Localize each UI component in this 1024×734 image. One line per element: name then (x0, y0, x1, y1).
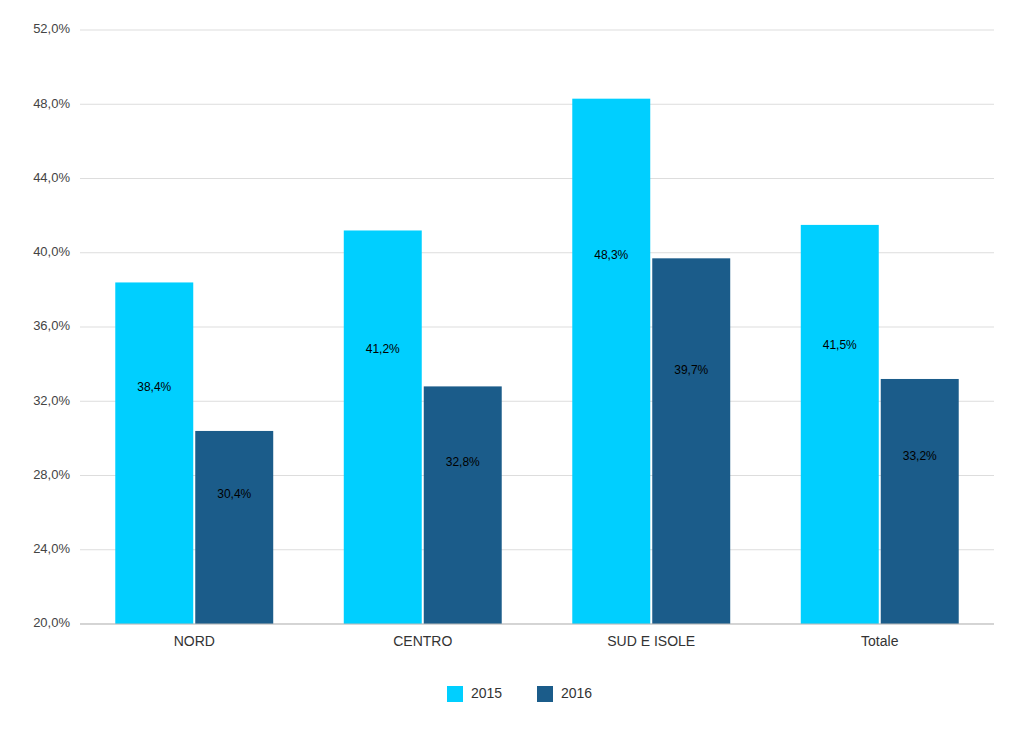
legend-label: 2016 (561, 685, 592, 701)
x-tick-label: SUD E ISOLE (607, 633, 695, 649)
y-tick-label: 52,0% (33, 21, 70, 36)
bar (424, 386, 502, 624)
data-labels: 38,4% 41,2% 48,3% 41,5% 30,4% 32,8% 39,7% 33,2% (137, 248, 937, 501)
bars (115, 99, 958, 624)
bar (881, 379, 959, 624)
data-label: 33,2% (903, 449, 937, 463)
x-tick-label: Totale (861, 633, 899, 649)
bar (652, 258, 730, 624)
y-tick-label: 40,0% (33, 244, 70, 259)
data-label: 38,4% (137, 380, 171, 394)
x-axis-line (80, 624, 994, 625)
legend-label: 2015 (471, 685, 502, 701)
bar (801, 225, 879, 624)
grid-line (80, 178, 994, 179)
y-tick-label: 48,0% (33, 96, 70, 111)
y-tick-label: 20,0% (33, 615, 70, 630)
data-label: 32,8% (446, 455, 480, 469)
y-tick-label: 44,0% (33, 170, 70, 185)
legend-swatch (537, 686, 553, 702)
x-axis: NORD CENTRO SUD E ISOLE Totale (80, 624, 994, 649)
data-label: 41,2% (366, 342, 400, 356)
y-axis: 20,0% 24,0% 28,0% 32,0% 36,0% 40,0% 44,0% 48,0%… (33, 21, 70, 630)
bar (572, 99, 650, 624)
grid-line (80, 30, 994, 31)
chart: 20,0% 24,0% 28,0% 32,0% 36,0% 40,0% 44,0% 48,0%… (0, 0, 1024, 734)
bar (115, 282, 193, 624)
data-label: 48,3% (594, 248, 628, 262)
x-tick-label: CENTRO (393, 633, 452, 649)
x-tick-label: NORD (174, 633, 215, 649)
y-tick-label: 32,0% (33, 393, 70, 408)
legend: 2015 2016 (447, 685, 592, 702)
bar (195, 431, 273, 624)
data-label: 39,7% (674, 363, 708, 377)
y-tick-label: 36,0% (33, 318, 70, 333)
y-tick-label: 24,0% (33, 541, 70, 556)
grid-line (80, 624, 994, 625)
y-tick-label: 28,0% (33, 467, 70, 482)
data-label: 41,5% (823, 338, 857, 352)
bar (344, 230, 422, 624)
data-label: 30,4% (217, 487, 251, 501)
legend-swatch (447, 686, 463, 702)
grid (80, 30, 994, 624)
grid-line (80, 104, 994, 105)
